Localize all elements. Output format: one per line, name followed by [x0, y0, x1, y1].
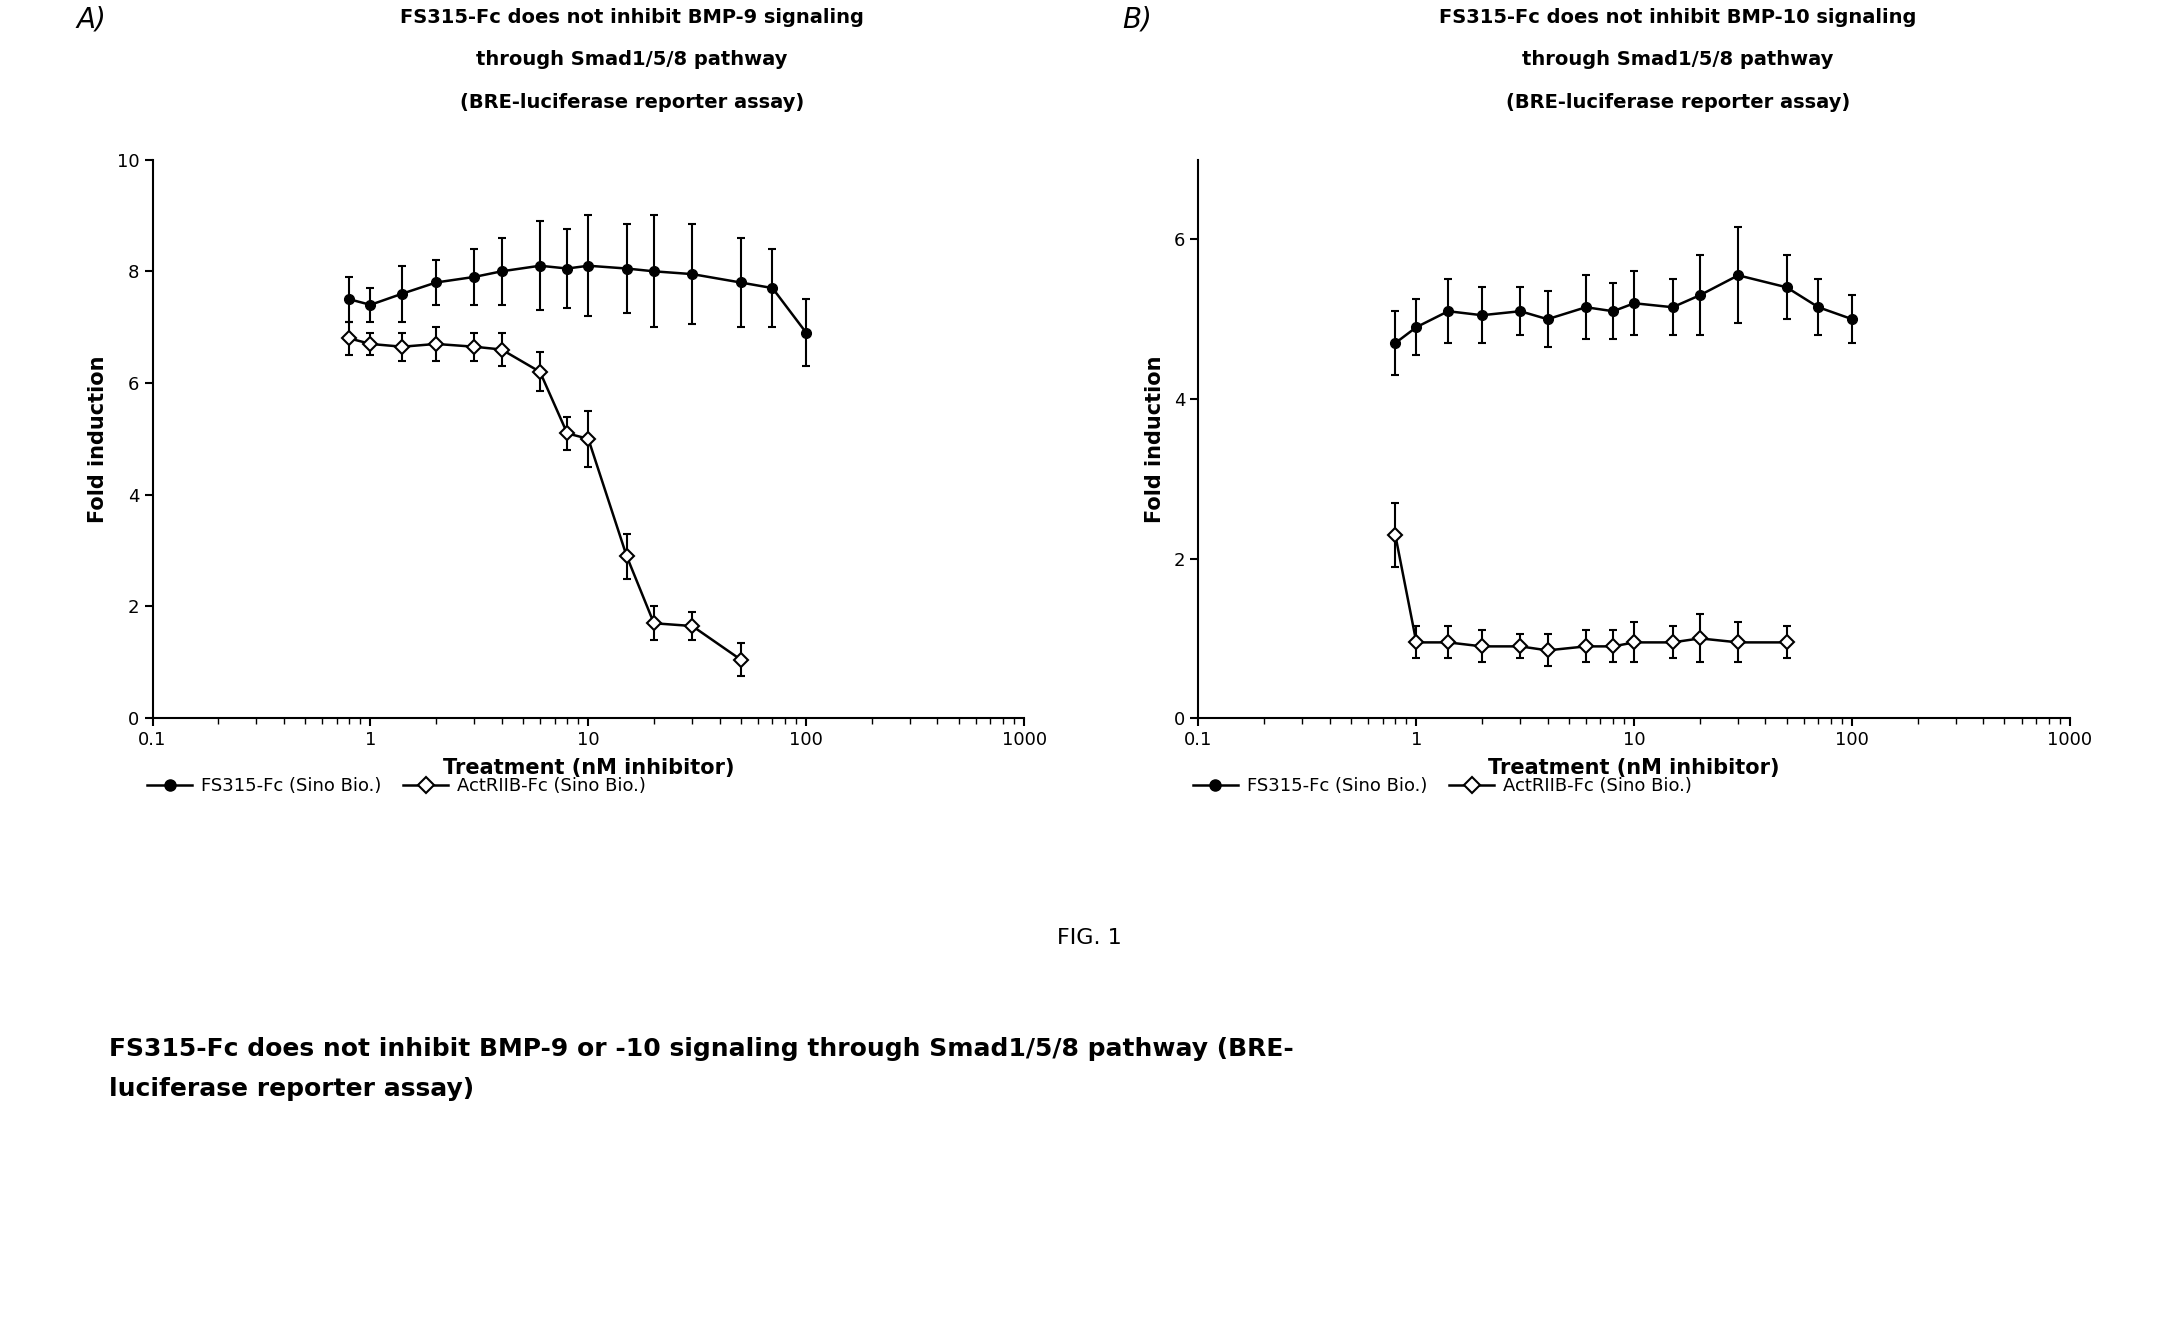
Text: FS315-Fc does not inhibit BMP-10 signaling: FS315-Fc does not inhibit BMP-10 signali…: [1438, 8, 1918, 27]
Legend: FS315-Fc (Sino Bio.), ActRIIB-Fc (Sino Bio.): FS315-Fc (Sino Bio.), ActRIIB-Fc (Sino B…: [1185, 770, 1700, 802]
Text: FIG. 1: FIG. 1: [1057, 927, 1122, 948]
Legend: FS315-Fc (Sino Bio.), ActRIIB-Fc (Sino Bio.): FS315-Fc (Sino Bio.), ActRIIB-Fc (Sino B…: [139, 770, 654, 802]
X-axis label: Treatment (nM inhibitor): Treatment (nM inhibitor): [442, 758, 734, 778]
X-axis label: Treatment (nM inhibitor): Treatment (nM inhibitor): [1488, 758, 1780, 778]
Text: A): A): [76, 5, 107, 33]
Text: (BRE-luciferase reporter assay): (BRE-luciferase reporter assay): [1506, 93, 1850, 112]
Text: through Smad1/5/8 pathway: through Smad1/5/8 pathway: [1523, 51, 1833, 69]
Text: FS315-Fc does not inhibit BMP-9 signaling: FS315-Fc does not inhibit BMP-9 signalin…: [401, 8, 863, 27]
Text: FS315-Fc does not inhibit BMP-9 or -10 signaling through Smad1/5/8 pathway (BRE-: FS315-Fc does not inhibit BMP-9 or -10 s…: [109, 1037, 1294, 1101]
Y-axis label: Fold induction: Fold induction: [1146, 355, 1166, 523]
Text: (BRE-luciferase reporter assay): (BRE-luciferase reporter assay): [460, 93, 804, 112]
Text: through Smad1/5/8 pathway: through Smad1/5/8 pathway: [477, 51, 787, 69]
Y-axis label: Fold induction: Fold induction: [89, 355, 109, 523]
Text: B): B): [1122, 5, 1153, 33]
